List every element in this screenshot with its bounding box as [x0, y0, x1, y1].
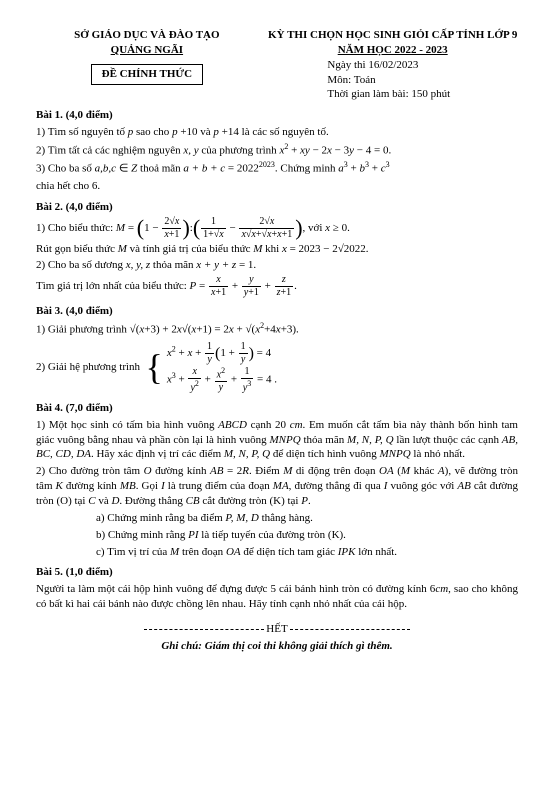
b3-head: Bài 3. (4,0 điểm)	[36, 304, 518, 319]
header: SỞ GIÁO DỤC VÀ ĐÀO TẠO QUẢNG NGÃI ĐỀ CHÍ…	[36, 28, 518, 102]
b2-3: Tìm giá trị lớn nhất của biểu thức: P = …	[36, 275, 518, 298]
b4-1: 1) Một học sinh có tấm bìa hình vuông AB…	[36, 418, 518, 463]
b4-c: c) Tìm vị trí của M trên đoạn OA để diện…	[96, 545, 518, 560]
exam-page: SỞ GIÁO DỤC VÀ ĐÀO TẠO QUẢNG NGÃI ĐỀ CHÍ…	[0, 0, 554, 787]
b1-head: Bài 1. (4,0 điểm)	[36, 108, 518, 123]
b2-head: Bài 2. (4,0 điểm)	[36, 200, 518, 215]
exam-year: NĂM HỌC 2022 - 2023	[267, 43, 518, 58]
official-box: ĐỀ CHÍNH THỨC	[91, 64, 203, 85]
b2-rut: Rút gọn biểu thức M và tính giá trị của …	[36, 242, 518, 257]
b4-2: 2) Cho đường tròn tâm O đường kính AB = …	[36, 464, 518, 509]
exam-date: Ngày thi 16/02/2023	[327, 58, 518, 73]
b5-head: Bài 5. (1,0 điểm)	[36, 565, 518, 580]
b1-3: 3) Cho ba số a,b,c ∈ Z thoả mãn a + b + …	[36, 160, 518, 177]
b3-1: 1) Giải phương trình √(x+3) + 2x√(x+1) =…	[36, 321, 518, 338]
b2-1: 1) Cho biểu thức: M = (1 − 2√xx+1):(11+√…	[36, 217, 518, 240]
exam-duration: Thời gian làm bài: 150 phút	[327, 87, 518, 102]
b1-3b: chia hết cho 6.	[36, 179, 518, 194]
province-line: QUẢNG NGÃI	[36, 43, 258, 58]
b5-p: Người ta làm một cái hộp hình vuông để đ…	[36, 582, 518, 612]
b1-2: 2) Tìm tất cả các nghiệm nguyên x, y của…	[36, 142, 518, 159]
footer-note: Ghi chú: Giám thị coi thi không giải thí…	[36, 639, 518, 654]
exam-title: KỲ THI CHỌN HỌC SINH GIỎI CẤP TỈNH LỚP 9	[267, 28, 518, 43]
header-left: SỞ GIÁO DỤC VÀ ĐÀO TẠO QUẢNG NGÃI ĐỀ CHÍ…	[36, 28, 258, 102]
exam-subject: Môn: Toán	[327, 73, 518, 88]
header-right: KỲ THI CHỌN HỌC SINH GIỎI CẤP TỈNH LỚP 9…	[267, 28, 518, 102]
b4-head: Bài 4. (7,0 điểm)	[36, 401, 518, 416]
dept-line: SỞ GIÁO DỤC VÀ ĐÀO TẠO	[36, 28, 258, 43]
b4-a: a) Chứng minh rằng ba điểm P, M, D thẳng…	[96, 511, 518, 526]
footer-het: HẾT	[36, 622, 518, 637]
b4-b: b) Chứng minh rằng PI là tiếp tuyến của …	[96, 528, 518, 543]
b1-1: 1) Tìm số nguyên tố p sao cho p +10 và p…	[36, 125, 518, 140]
b3-2: 2) Giải hệ phương trình { x2 + x + 1y(1 …	[36, 340, 518, 395]
exam-info: Ngày thi 16/02/2023 Môn: Toán Thời gian …	[327, 58, 518, 103]
b2-2: 2) Cho ba số dương x, y, z thỏa mãn x + …	[36, 258, 518, 273]
